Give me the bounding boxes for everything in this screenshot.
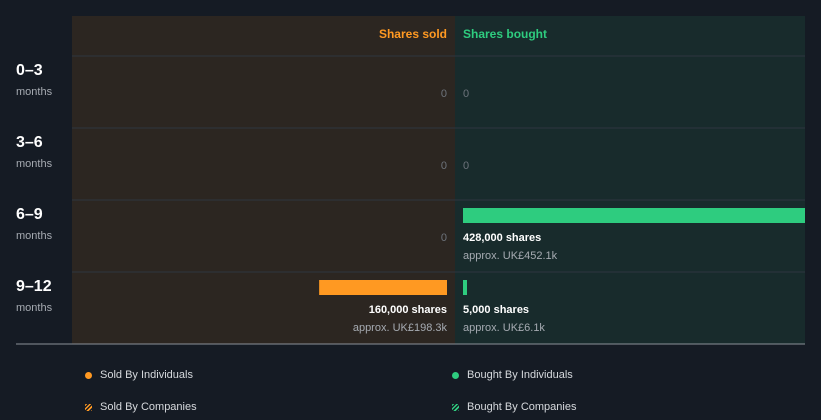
row-unit-label: months: [16, 230, 53, 242]
sold-bar: [319, 280, 447, 295]
sold-approx-label: approx. UK£198.3k: [352, 322, 447, 334]
bought-shares-label: 428,000 shares: [463, 232, 542, 244]
row-range-label: 9–12: [16, 278, 52, 295]
row-unit-label: months: [16, 158, 53, 170]
legend-label: Bought By Companies: [467, 401, 577, 413]
sold-column-header: Shares sold: [378, 27, 447, 41]
legend-item: Bought By Companies: [452, 401, 576, 413]
sold-shares-label: 160,000 shares: [368, 304, 447, 316]
legend-label: Bought By Individuals: [467, 369, 573, 381]
row-range-label: 3–6: [16, 134, 43, 151]
bought-shares-label: 5,000 shares: [463, 304, 530, 316]
bought-approx-label: approx. UK£452.1k: [463, 250, 558, 262]
hatch-marker-icon: [452, 403, 459, 411]
bought-zero-label: 0: [463, 160, 470, 172]
dot-marker-icon: [452, 371, 459, 379]
legend-label: Sold By Companies: [100, 401, 197, 413]
legend-item: Sold By Companies: [85, 401, 197, 413]
bought-panel: [455, 16, 805, 344]
hatch-marker-icon: [85, 403, 92, 411]
row-range-label: 6–9: [16, 206, 43, 223]
row-unit-label: months: [16, 302, 53, 314]
bought-column-header: Shares bought: [463, 27, 548, 41]
bought-zero-label: 0: [463, 88, 470, 100]
row-range-label: 0–3: [16, 62, 43, 79]
legend-item: Sold By Individuals: [85, 369, 193, 381]
bought-bar: [463, 208, 805, 223]
sold-zero-label: 0: [440, 232, 447, 244]
bought-approx-label: approx. UK£6.1k: [463, 322, 545, 334]
sold-zero-label: 0: [440, 88, 447, 100]
legend-label: Sold By Individuals: [100, 369, 193, 381]
legend-item: Bought By Individuals: [452, 369, 573, 381]
bought-bar: [463, 280, 467, 295]
dot-marker-icon: [85, 371, 92, 379]
sold-zero-label: 0: [440, 160, 447, 172]
row-unit-label: months: [16, 86, 53, 98]
